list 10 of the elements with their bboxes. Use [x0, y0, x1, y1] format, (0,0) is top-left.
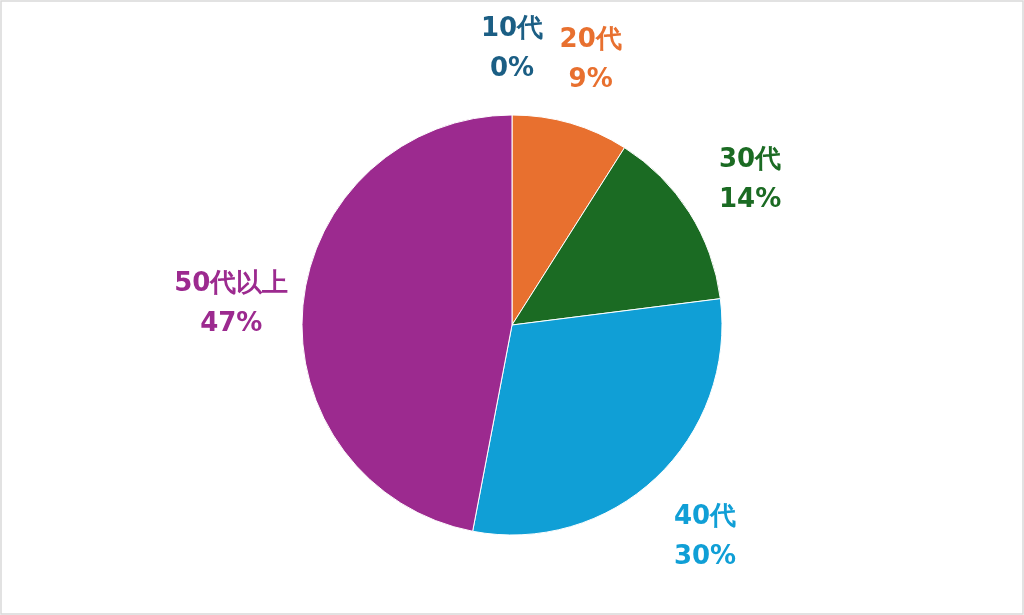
slice-label: 30代: [719, 142, 782, 173]
data-label: 14%: [718, 182, 782, 213]
slice-label: 50代以上: [174, 267, 289, 298]
text: 0%: [489, 52, 535, 82]
slice-label: 20代: [559, 23, 622, 54]
slice-label: 40代: [673, 499, 737, 530]
data-label: 47%: [200, 307, 263, 338]
data-label: 30%: [673, 539, 737, 570]
category-label: 10代: [480, 12, 544, 42]
data-label: 9%: [568, 63, 613, 94]
